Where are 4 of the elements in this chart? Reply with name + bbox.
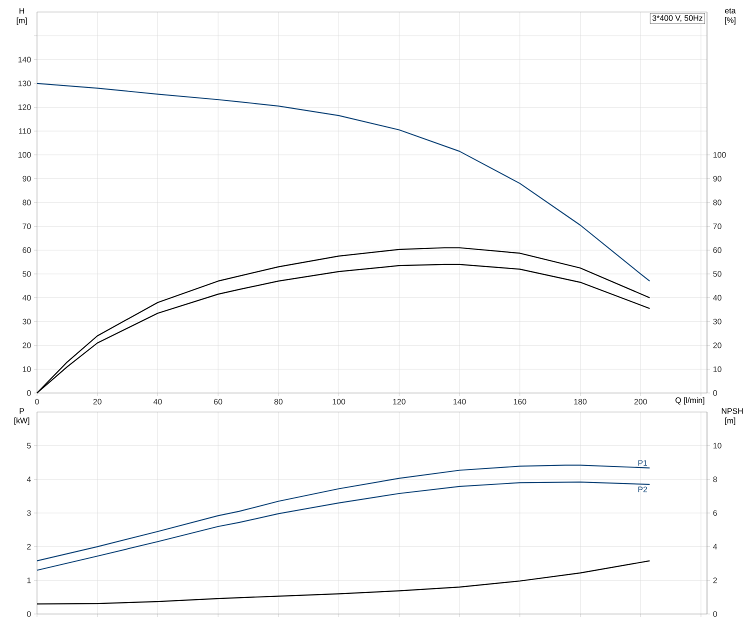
line-series [36, 82, 650, 282]
line-series [36, 464, 650, 562]
line-series [36, 481, 650, 571]
line-series [36, 560, 650, 604]
